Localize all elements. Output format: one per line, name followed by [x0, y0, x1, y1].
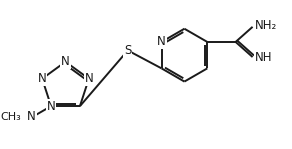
Text: S: S [124, 44, 131, 57]
Text: N: N [61, 55, 70, 68]
Text: N: N [84, 72, 93, 85]
Text: N: N [38, 72, 46, 85]
Text: CH₃: CH₃ [0, 112, 21, 122]
Text: N: N [27, 110, 36, 123]
Text: N: N [157, 35, 166, 48]
Text: N: N [47, 100, 55, 113]
Text: NH: NH [255, 52, 272, 65]
Text: NH₂: NH₂ [255, 19, 277, 32]
